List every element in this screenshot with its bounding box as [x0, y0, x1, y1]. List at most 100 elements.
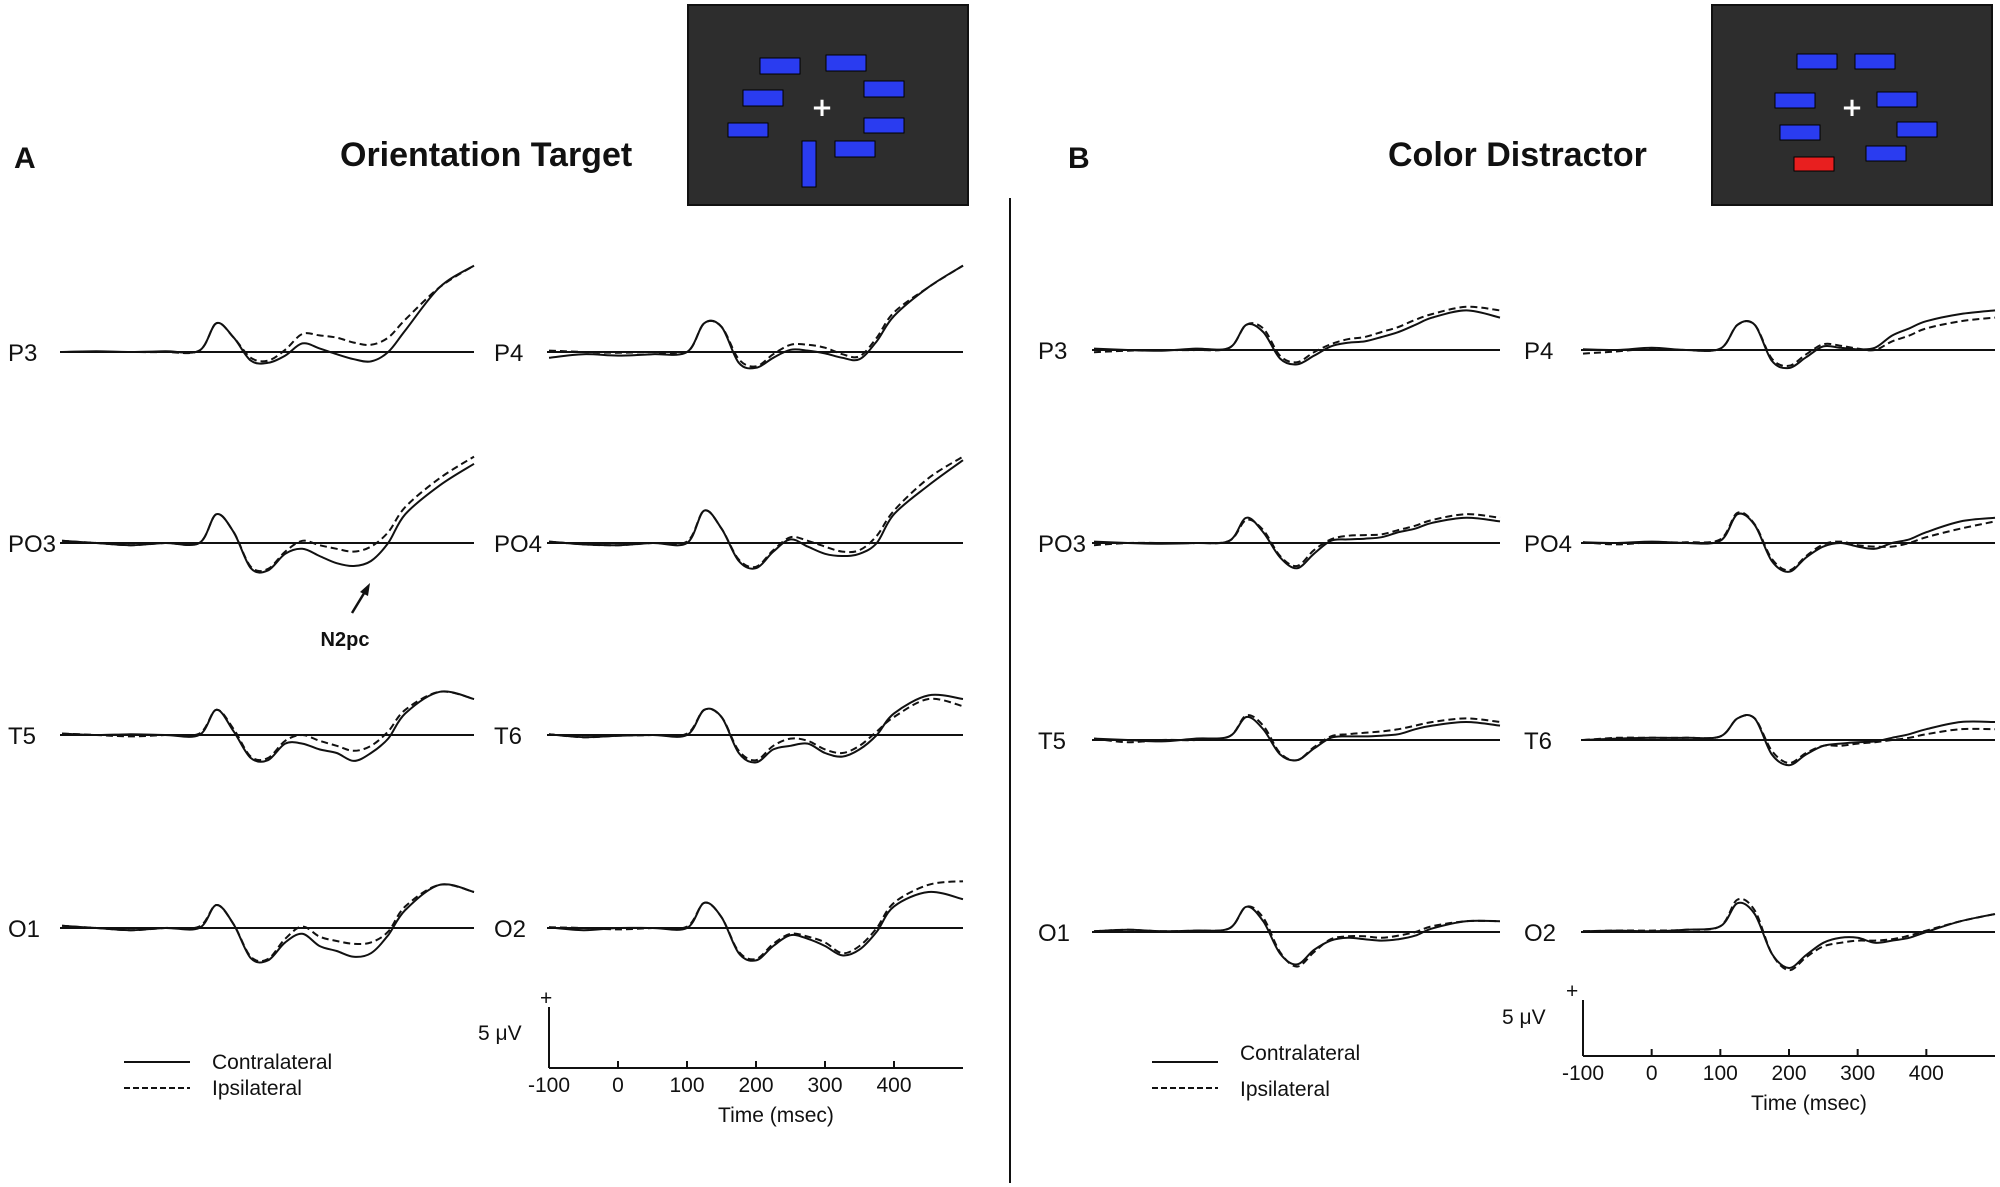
stimulus-bar — [863, 117, 905, 134]
legend-contralateral: Contralateral — [212, 1051, 332, 1074]
electrode-label: PO4 — [1524, 531, 1572, 558]
electrode-label: PO3 — [8, 531, 56, 558]
erp-plot-b-po4: PO4 — [1524, 511, 1996, 573]
stimulus-background — [687, 4, 969, 206]
electrode-label: T5 — [8, 723, 36, 750]
time-tick-label: 300 — [807, 1074, 842, 1097]
time-axis-label: Time (msec) — [718, 1104, 834, 1127]
time-tick-label: 0 — [612, 1074, 624, 1097]
erp-plots: P3 P4 PO3 PO4 T5 T6 O1 O2 P3 P4 PO3 PO4 T5 T6 O1 O2 — [8, 264, 1996, 972]
erp-plot-b-p4: P4 — [1524, 309, 1996, 370]
panel-a-letter: A — [14, 142, 36, 175]
erp-plot-b-o2: O2 — [1524, 897, 1996, 972]
ipsilateral-wave — [61, 883, 475, 963]
time-tick-label: -100 — [528, 1074, 570, 1097]
time-tick-label: 300 — [1840, 1062, 1875, 1085]
contralateral-wave — [548, 459, 964, 570]
electrode-label: T6 — [1524, 728, 1552, 755]
stimulus-bar — [1896, 121, 1938, 138]
ipsilateral-wave — [1093, 714, 1501, 762]
legend-ipsilateral: Ipsilateral — [1240, 1078, 1330, 1101]
polarity-label: + — [1566, 980, 1578, 1003]
erp-plot-a-p3: P3 — [8, 264, 475, 367]
erp-plot-a-o2: O2 — [494, 880, 964, 962]
contralateral-wave — [1093, 905, 1501, 966]
stimulus-distractor-bar — [1793, 156, 1835, 172]
contralateral-wave — [1093, 715, 1501, 762]
erp-plot-a-o1: O1 — [8, 883, 475, 964]
legend-ipsilateral: Ipsilateral — [212, 1077, 302, 1100]
ipsilateral-wave — [61, 264, 475, 363]
electrode-label: PO4 — [494, 531, 542, 558]
electrode-label: T6 — [494, 723, 522, 750]
ipsilateral-wave — [1582, 714, 1996, 764]
time-tick-label: 200 — [738, 1074, 773, 1097]
erp-plot-b-o1: O1 — [1038, 905, 1501, 968]
stimulus-bar — [1865, 145, 1907, 162]
stimulus-target-bar — [801, 140, 817, 188]
contralateral-wave — [1093, 309, 1501, 366]
stimulus-bar — [742, 89, 784, 107]
ipsilateral-wave — [61, 455, 475, 573]
n2pc-annotation: N2pc — [321, 583, 370, 651]
erp-plot-a-t6: T6 — [494, 693, 964, 764]
time-tick-label: 400 — [1909, 1062, 1944, 1085]
ipsilateral-wave — [1093, 905, 1501, 968]
erp-plot-a-po4: PO4 — [494, 455, 964, 570]
time-axis-label: Time (msec) — [1751, 1092, 1867, 1115]
panel-a-stimulus: + — [687, 4, 969, 206]
stimulus-bar — [1779, 124, 1821, 141]
stimulus-bar — [759, 57, 801, 75]
ipsilateral-wave — [1582, 897, 1996, 972]
panel-b-stimulus: + — [1711, 4, 1993, 206]
ipsilateral-wave — [548, 880, 964, 961]
ipsilateral-wave — [548, 264, 964, 368]
electrode-label: O1 — [8, 916, 40, 943]
electrode-label: T5 — [1038, 728, 1066, 755]
contralateral-wave — [548, 693, 964, 764]
electrode-label: P3 — [8, 340, 37, 367]
stimulus-bar — [1796, 53, 1838, 70]
ipsilateral-wave — [548, 697, 964, 762]
contralateral-wave — [61, 462, 475, 574]
time-tick-label: 0 — [1646, 1062, 1658, 1085]
scale-bar-a: 5 μV + -100 0 100 200 300 400 Time (msec) — [478, 987, 963, 1127]
stimulus-bar — [1774, 92, 1816, 109]
voltage-scale-label: 5 μV — [1502, 1006, 1546, 1029]
panel-a-title: Orientation Target — [340, 136, 632, 174]
time-tick-label: 400 — [876, 1074, 911, 1097]
panel-b-letter: B — [1068, 142, 1090, 175]
contralateral-wave — [548, 264, 964, 370]
time-tick-label: 100 — [669, 1074, 704, 1097]
electrode-label: P4 — [1524, 338, 1553, 365]
electrode-label: O2 — [494, 916, 526, 943]
electrode-label: O1 — [1038, 920, 1070, 947]
contralateral-wave — [548, 890, 964, 962]
erp-plot-b-po3: PO3 — [1038, 513, 1501, 570]
stimulus-bar — [1876, 91, 1918, 108]
erp-plot-a-p4: P4 — [494, 264, 964, 370]
ipsilateral-wave — [548, 455, 964, 569]
contralateral-wave — [1582, 901, 1996, 970]
legend-contralateral: Contralateral — [1240, 1042, 1360, 1065]
contralateral-wave — [61, 264, 475, 365]
panel-b-title: Color Distractor — [1388, 136, 1647, 174]
time-tick-label: 100 — [1703, 1062, 1738, 1085]
fixation-cross: + — [811, 93, 833, 123]
ipsilateral-wave — [61, 690, 475, 762]
erp-plot-a-t5: T5 — [8, 690, 475, 763]
stimulus-bar — [727, 122, 769, 138]
time-tick-label: 200 — [1771, 1062, 1806, 1085]
n2pc-label: N2pc — [321, 629, 370, 651]
time-tick-label: -100 — [1562, 1062, 1604, 1085]
contralateral-wave — [61, 883, 475, 964]
electrode-label: P4 — [494, 340, 523, 367]
scale-bars: 5 μV + -100 0 100 200 300 400 Time (msec) 5 μV + -1… — [478, 980, 1995, 1127]
panel-a-legend: Contralateral Ipsilateral — [124, 1051, 332, 1100]
panel-b-legend: Contralateral Ipsilateral — [1152, 1042, 1360, 1101]
ipsilateral-wave — [1582, 316, 1996, 368]
polarity-label: + — [540, 987, 552, 1010]
electrode-label: O2 — [1524, 920, 1556, 947]
erp-plot-b-t6: T6 — [1524, 713, 1996, 767]
